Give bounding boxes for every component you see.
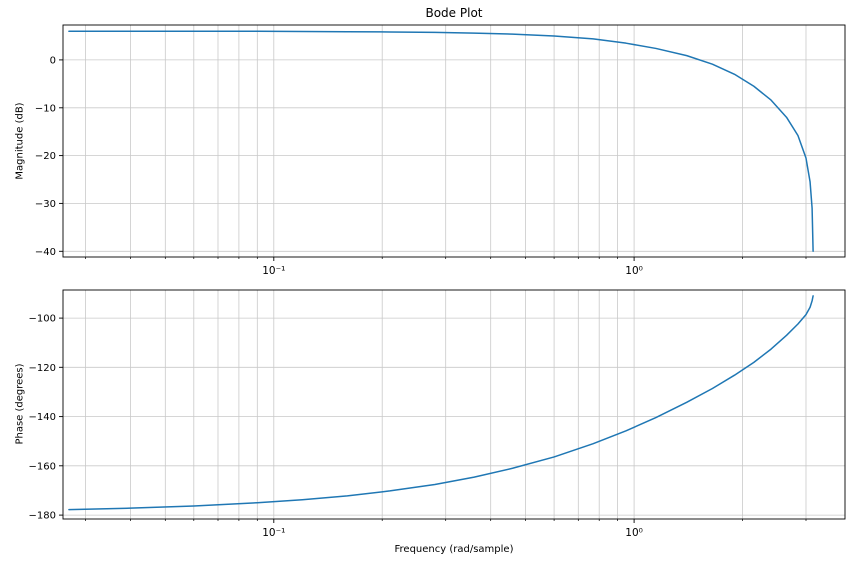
y-tick-label: −120: [29, 363, 56, 374]
x-tick-label: 10⁰: [625, 527, 643, 539]
figure-title: Bode Plot: [425, 6, 483, 20]
y-tick-label: −20: [35, 151, 56, 162]
axes-frame: [62, 24, 846, 258]
x-tick-label: 10⁰: [625, 265, 643, 277]
frequency-axis-label: Frequency (rad/sample): [394, 544, 514, 555]
y-tick-label: −100: [29, 314, 56, 325]
y-tick-label: −160: [29, 461, 56, 472]
y-tick-label: −10: [35, 103, 56, 114]
y-tick-label: −30: [35, 199, 56, 210]
y-tick-label: 0: [50, 55, 56, 66]
x-tick-label: 10⁻¹: [262, 527, 285, 539]
x-tick-label: 10⁻¹: [262, 265, 285, 277]
axes-frame: [62, 289, 846, 520]
y-tick-label: −140: [29, 412, 56, 423]
y-tick-label: −40: [35, 247, 56, 258]
y-tick-label: −180: [29, 511, 56, 522]
phase-curve: [68, 295, 814, 511]
magnitude-curve: [68, 30, 814, 253]
